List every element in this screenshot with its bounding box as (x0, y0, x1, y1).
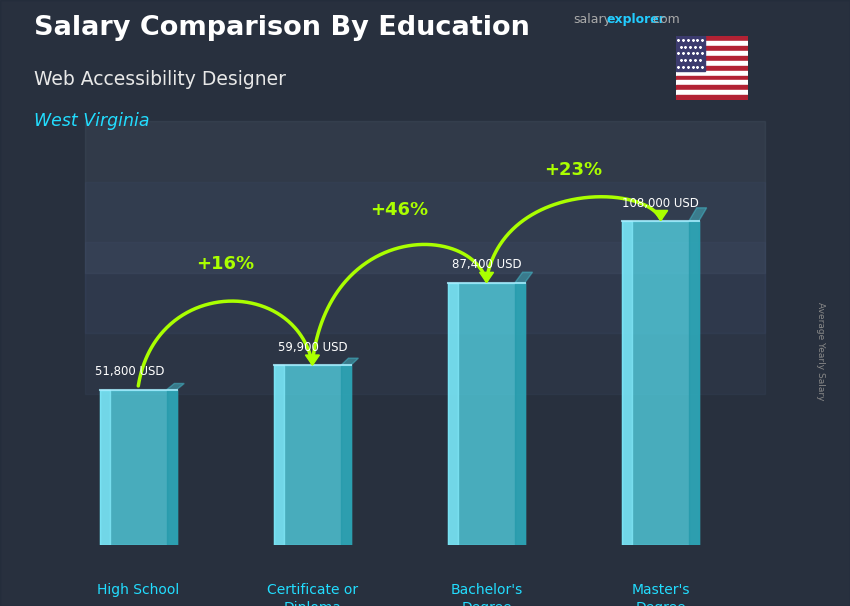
Bar (676, 71, 748, 76)
Text: 87,400 USD: 87,400 USD (451, 258, 521, 271)
Polygon shape (654, 210, 668, 221)
Text: salary: salary (574, 13, 612, 26)
Bar (448, 282, 525, 545)
Bar (341, 365, 351, 545)
Text: Salary Comparison By Education: Salary Comparison By Education (34, 15, 530, 41)
Bar (676, 90, 748, 95)
Bar (676, 56, 748, 61)
Bar (676, 61, 748, 65)
Text: West Virginia: West Virginia (34, 112, 150, 130)
Bar (167, 390, 177, 545)
Bar (676, 81, 748, 85)
Bar (448, 282, 458, 545)
Text: Bachelor's
Degree: Bachelor's Degree (450, 583, 523, 606)
Bar (689, 221, 699, 545)
Text: 51,800 USD: 51,800 USD (95, 365, 164, 378)
Bar (676, 36, 748, 41)
Text: +23%: +23% (545, 161, 603, 179)
Bar (676, 65, 748, 71)
Bar (85, 242, 765, 394)
Bar (100, 390, 110, 545)
Polygon shape (689, 208, 706, 221)
Polygon shape (341, 358, 359, 365)
Bar (676, 41, 748, 46)
Text: .com: .com (649, 13, 680, 26)
Text: +46%: +46% (371, 201, 428, 219)
Bar (100, 390, 177, 545)
Polygon shape (167, 384, 184, 390)
Text: 108,000 USD: 108,000 USD (622, 196, 700, 210)
Bar (676, 85, 748, 90)
Polygon shape (479, 272, 494, 282)
Bar (274, 365, 351, 545)
Text: 59,900 USD: 59,900 USD (278, 341, 348, 354)
Text: Average Yearly Salary: Average Yearly Salary (816, 302, 824, 401)
Bar (676, 76, 748, 81)
Bar (85, 182, 765, 333)
Text: +16%: +16% (196, 255, 254, 273)
Text: Certificate or
Diploma: Certificate or Diploma (267, 583, 358, 606)
Text: High School: High School (97, 583, 179, 597)
Text: explorer: explorer (607, 13, 666, 26)
Bar (676, 36, 705, 71)
Bar (515, 282, 525, 545)
Bar (622, 221, 632, 545)
Bar (274, 365, 284, 545)
Bar (676, 95, 748, 100)
Text: Web Accessibility Designer: Web Accessibility Designer (34, 70, 286, 88)
Bar (85, 121, 765, 273)
Bar (676, 51, 748, 56)
Polygon shape (515, 272, 533, 282)
Bar (676, 46, 748, 51)
Bar (622, 221, 699, 545)
Polygon shape (305, 355, 320, 365)
Text: Master's
Degree: Master's Degree (632, 583, 690, 606)
